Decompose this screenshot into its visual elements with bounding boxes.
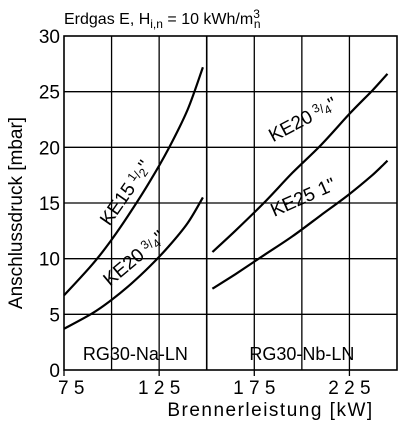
region-label-nb: RG30-Nb-LN bbox=[249, 344, 354, 364]
x-tick-label-125: 1 2 5 bbox=[138, 378, 180, 399]
header-subscript-n: n bbox=[254, 17, 261, 31]
header-gas: Erdgas E, H bbox=[64, 11, 150, 28]
x-tick-label-175: 1 7 5 bbox=[233, 378, 275, 399]
header-superscript: 3 bbox=[253, 7, 260, 21]
y-tick-label-5: 5 bbox=[49, 305, 60, 326]
header-equation: = 10 kWh/m bbox=[163, 11, 253, 28]
y-tick-label-15: 15 bbox=[39, 194, 60, 215]
header-subscript: i,n bbox=[150, 17, 163, 31]
x-tick-label-75: 7 5 bbox=[58, 378, 84, 399]
y-tick-label-25: 25 bbox=[39, 83, 60, 104]
series-label-3: KE25 1" bbox=[268, 174, 340, 221]
x-tick-label-225: 2 2 5 bbox=[328, 378, 370, 399]
region-label-na: RG30-Na-LN bbox=[83, 344, 188, 364]
y-tick-label-0: 0 bbox=[49, 361, 60, 382]
plot-frame bbox=[63, 35, 398, 371]
chart-header: Erdgas E, Hi,n = 10 kWh/m3 n bbox=[64, 7, 261, 31]
y-axis-title: Anschlussdruck [mbar] bbox=[6, 117, 27, 309]
series-line-3 bbox=[211, 159, 389, 290]
y-tick-label-20: 20 bbox=[39, 138, 60, 159]
y-tick-label-10: 10 bbox=[39, 250, 60, 271]
series-label-2: KE203/4" bbox=[265, 93, 341, 147]
y-axis-ticks: 0 5 10 15 20 25 30 bbox=[39, 27, 60, 382]
series-line-2 bbox=[211, 73, 389, 253]
grid-lines bbox=[64, 36, 397, 370]
x-axis-title: Brennerleistung [kW] bbox=[167, 400, 373, 421]
x-axis-ticks: 7 5 1 2 5 1 7 5 2 2 5 bbox=[58, 370, 371, 399]
series-labels: KE151/2"KE203/4"KE203/4"KE25 1" bbox=[96, 93, 341, 291]
series-lines bbox=[63, 66, 389, 330]
series-line-1 bbox=[63, 196, 204, 330]
y-tick-label-30: 30 bbox=[39, 27, 60, 48]
series-line-0 bbox=[63, 66, 204, 297]
